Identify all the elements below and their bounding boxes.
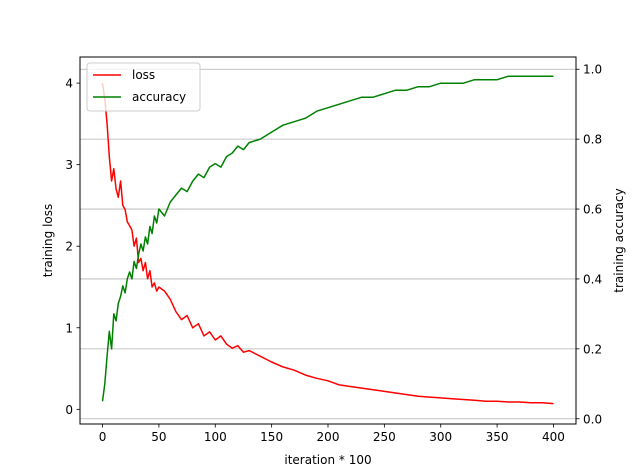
y-right-tick-label: 0.8 [583, 133, 602, 147]
series-line-loss [101, 82, 554, 405]
y-left-tick-label: 0 [65, 403, 73, 417]
x-tick-label: 350 [486, 430, 509, 444]
y-right-tick-label: 0.4 [583, 272, 602, 286]
x-tick-label: 300 [429, 430, 452, 444]
legend-label-loss: loss [132, 68, 155, 82]
y-left-tick-label: 2 [65, 240, 73, 254]
x-tick-label: 200 [317, 430, 340, 444]
y-right-axis-label: training accuracy [612, 188, 626, 292]
series-layer [101, 75, 554, 405]
x-tick-label: 50 [151, 430, 166, 444]
y-left-tick-label: 1 [65, 321, 73, 335]
x-tick-label: 100 [204, 430, 227, 444]
series-line-accuracy [101, 75, 554, 402]
ticks-layer: 0 50 100 150 200 250 300 350 400 0 1 2 3 4 0.0 0.2 0.4 0.… [65, 63, 602, 444]
x-tick-label: 150 [260, 430, 283, 444]
y-left-tick-label: 3 [65, 158, 73, 172]
x-axis-label: iteration * 100 [284, 453, 371, 467]
y-right-tick-label: 1.0 [583, 63, 602, 77]
x-tick-label: 0 [99, 430, 107, 444]
legend: loss accuracy [86, 62, 201, 112]
y-right-tick-label: 0.0 [583, 412, 602, 426]
legend-label-accuracy: accuracy [132, 90, 186, 104]
y-right-tick-label: 0.6 [583, 203, 602, 217]
y-left-axis-label: training loss [41, 204, 55, 277]
x-tick-label: 400 [542, 430, 565, 444]
y-right-tick-label: 0.2 [583, 342, 602, 356]
x-tick-label: 250 [373, 430, 396, 444]
grid-layer [80, 68, 576, 420]
y-left-tick-label: 4 [65, 77, 73, 91]
